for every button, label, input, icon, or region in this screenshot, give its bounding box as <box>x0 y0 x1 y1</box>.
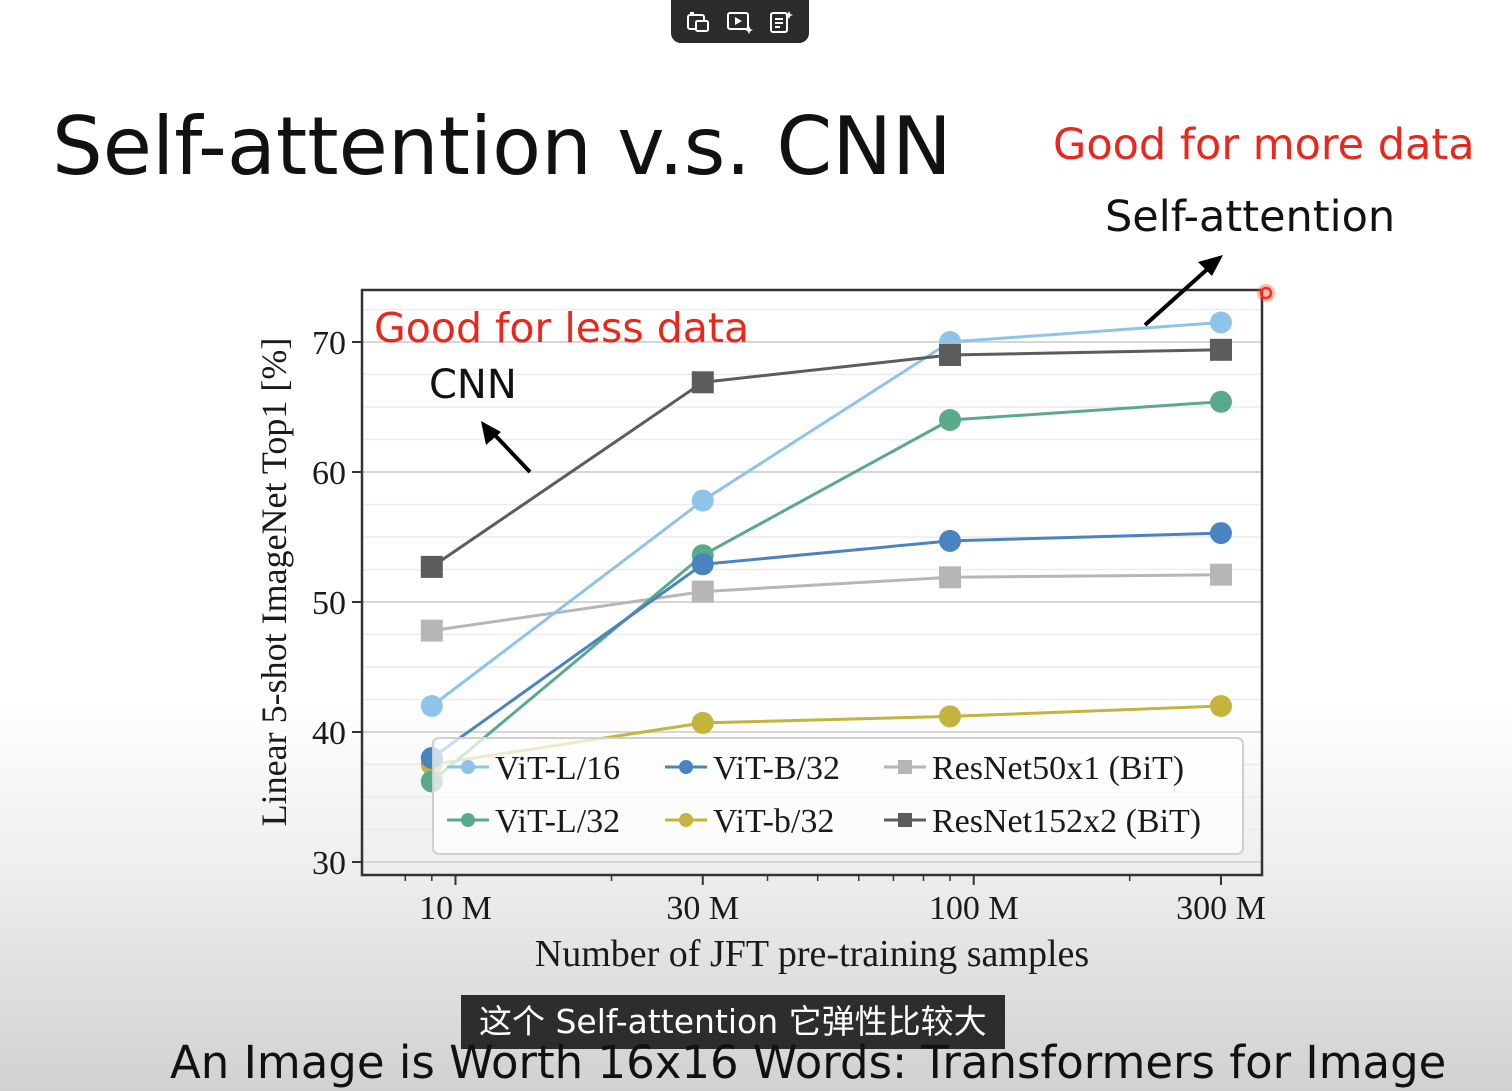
y-tick-label: 60 <box>312 455 346 492</box>
arrow-cnn-head <box>481 421 501 445</box>
play-sparkle-icon <box>726 11 753 34</box>
legend-entry: ViT-L/32 <box>447 803 620 840</box>
legend-swatch-marker <box>898 760 912 774</box>
legend-label: ResNet50x1 (BiT) <box>932 750 1184 787</box>
video-subtitle: 这个 Self-attention 它弹性比较大 <box>461 995 1005 1049</box>
y-tick-label: 30 <box>312 845 346 882</box>
legend-swatch-marker <box>898 813 912 827</box>
x-tick-label: 100 M <box>929 890 1019 927</box>
legend-label: ViT-B/32 <box>713 750 840 787</box>
data-point <box>691 580 714 603</box>
data-point <box>420 695 443 717</box>
data-point <box>1209 563 1232 586</box>
series-line <box>430 348 1221 569</box>
y-axis-label: Linear 5-shot ImageNet Top1 [%] <box>254 338 294 827</box>
data-point <box>420 555 443 578</box>
arrow-self-attention <box>1143 263 1214 327</box>
annotation-cnn: CNN <box>429 362 517 408</box>
series-line <box>430 531 1222 760</box>
notes-sparkle-button[interactable] <box>766 7 796 37</box>
pip-icon <box>687 11 710 32</box>
legend-label: ViT-L/16 <box>495 750 620 787</box>
chart-legend: ViT-L/16 ViT-B/32 ResNet50x1 (BiT) ViT-L/32… <box>432 737 1244 855</box>
chart-ticks: 30 40 50 60 70 10 M 30 M 100 M 300 M <box>312 325 1266 927</box>
legend-entry: ResNet50x1 (BiT) <box>884 750 1184 787</box>
legend-swatch-marker <box>461 760 475 774</box>
series-resnet152x2-bit- <box>420 338 1232 578</box>
plot-frame <box>360 288 1264 877</box>
cursor-dot <box>1259 286 1273 300</box>
annotation-good-for-less-data: Good for less data <box>374 304 750 352</box>
video-toolbar <box>671 0 809 43</box>
legend-label: ViT-b/32 <box>713 803 834 840</box>
data-point <box>691 489 714 512</box>
y-tick-label: 50 <box>312 585 346 622</box>
x-tick-label: 30 M <box>666 890 739 927</box>
data-point <box>1209 390 1232 413</box>
data-point <box>420 619 443 642</box>
data-point <box>1209 311 1232 334</box>
data-point <box>1209 695 1232 717</box>
legend-box <box>432 737 1244 855</box>
annotation-self-attention: Self-attention <box>1105 192 1396 242</box>
annotation-good-for-more-data: Good for more data <box>1053 120 1475 170</box>
legend-entry: ViT-L/16 <box>447 750 620 787</box>
data-point <box>691 711 714 734</box>
x-tick-label: 10 M <box>419 890 492 927</box>
data-point <box>939 529 962 552</box>
legend-entry: ResNet152x2 (BiT) <box>884 803 1201 840</box>
legend-label: ResNet152x2 (BiT) <box>932 803 1201 840</box>
chart-series <box>420 311 1232 793</box>
data-point <box>939 409 962 431</box>
data-point <box>1209 522 1232 545</box>
cursor-indicator <box>1257 284 1275 302</box>
data-point <box>939 566 962 589</box>
legend-entry: ViT-b/32 <box>665 803 834 840</box>
data-point <box>691 553 714 576</box>
legend-swatch-marker <box>679 760 693 774</box>
legend-swatch-marker <box>461 813 475 827</box>
play-sparkle-button[interactable] <box>725 7 755 37</box>
arrow-cnn <box>490 430 532 474</box>
data-point <box>939 344 962 366</box>
slide-title: Self-attention v.s. CNN <box>52 100 952 193</box>
y-tick-label: 70 <box>312 325 346 362</box>
data-point <box>939 705 962 728</box>
legend-swatch-marker <box>679 813 693 827</box>
notes-sparkle-icon <box>769 10 793 33</box>
arrow-self-attention-head <box>1198 255 1223 276</box>
series-line <box>431 573 1221 633</box>
series-vit-l-16 <box>420 311 1232 717</box>
series-resnet50x1-bit- <box>420 563 1232 642</box>
y-tick-label: 40 <box>312 715 346 752</box>
series-line <box>430 321 1222 708</box>
x-axis-label: Number of JFT pre-training samples <box>535 933 1089 975</box>
annotation-arrows <box>481 255 1223 474</box>
data-point <box>691 371 714 394</box>
data-point <box>1209 338 1232 361</box>
legend-label: ViT-L/32 <box>495 803 620 840</box>
legend-entry: ViT-B/32 <box>665 750 840 787</box>
series-line <box>430 400 1222 783</box>
slide-footer-text: An Image is Worth 16x16 Words: Transform… <box>170 1036 1447 1089</box>
x-tick-label: 300 M <box>1176 890 1266 927</box>
picture-in-picture-button[interactable] <box>684 7 714 37</box>
